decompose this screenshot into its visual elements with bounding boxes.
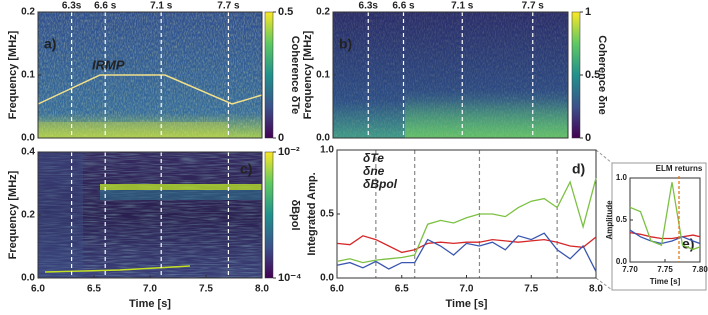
y-tick-label: 0.0 [21, 133, 35, 144]
inset-frame [611, 162, 707, 291]
x-tick-label: 7.5 [524, 284, 538, 295]
x-tick-label: 6.5 [87, 284, 101, 295]
x-tick-label: 6.0 [31, 284, 45, 295]
time-marker-label: 7.7 s [522, 1, 545, 12]
colorbar-tick-label: 0 [585, 132, 591, 144]
panel-label: b) [339, 36, 352, 52]
colorbar [264, 151, 274, 279]
panel-label: d) [572, 161, 585, 177]
x-tick-label: 6.5 [395, 284, 409, 295]
legend-entry: δne [363, 164, 385, 178]
x-axis-label: Time [s] [446, 298, 488, 310]
x-tick-label: 7.80 [692, 265, 708, 274]
legend-entry: δBpol [363, 177, 398, 191]
x-tick-label: 7.5 [199, 284, 213, 295]
zoom-connector [595, 149, 613, 164]
colorbar [571, 11, 581, 139]
x-tick-label: 8.0 [589, 284, 603, 295]
colorbar-tick-label: 0.5 [585, 69, 600, 81]
x-tick-label: 7.0 [143, 284, 157, 295]
colorbar [264, 11, 274, 139]
y-axis-label: Integrated Amp. [306, 172, 318, 255]
x-tick-label: 7.0 [460, 284, 474, 295]
x-tick-label: 7.70 [622, 265, 638, 274]
series-line [629, 182, 701, 251]
series-line [629, 229, 701, 245]
y-tick-label: 0.4 [21, 147, 35, 158]
y-tick-label: 0.5 [616, 215, 628, 224]
y-tick-label: 1.0 [320, 145, 334, 156]
series-line [336, 232, 597, 272]
series-line [629, 231, 701, 240]
y-axis-label: Frequency [MHz] [7, 30, 19, 119]
y-axis-label: Frequency [MHz] [7, 170, 19, 259]
spectrogram-b [333, 12, 568, 138]
x-tick-label: 8.0 [255, 284, 269, 295]
colorbar-tick-label: 1 [585, 6, 591, 18]
time-marker-label: 6.3s [62, 1, 82, 12]
series-line [336, 178, 597, 264]
time-marker-label: 7.1 s [451, 1, 474, 12]
y-tick-label: 0.2 [21, 210, 35, 221]
y-axis-label: Amplitude [605, 200, 614, 240]
spectrogram-a [37, 12, 263, 138]
time-marker-label: 6.3s [359, 1, 379, 12]
y-tick-label: 0.5 [320, 209, 334, 220]
time-marker-label: 7.7 s [217, 1, 240, 12]
y-axis-label: Frequency [MHz] [302, 30, 314, 119]
colorbar-label: Coherence δTe [289, 36, 301, 115]
annotation-label: ELM returns [656, 164, 703, 173]
colorbar-label: Coherence δne [596, 35, 608, 114]
colorbar-label: δBpol [289, 199, 301, 230]
spectrogram-c [38, 152, 262, 278]
y-tick-label: 0.0 [616, 257, 628, 266]
time-marker-label: 6.6 s [94, 1, 117, 12]
x-axis-label: Time [s] [129, 298, 171, 310]
y-tick-label: 0.2 [21, 7, 35, 18]
colorbar-tick-label: 10⁻⁴ [278, 272, 301, 284]
x-axis-label: Time [s] [650, 277, 681, 286]
y-tick-label: 0.2 [316, 7, 330, 18]
panel-label: a) [44, 36, 56, 52]
y-tick-label: 0.1 [21, 70, 35, 81]
panel-label: c) [240, 161, 252, 177]
y-tick-label: 0.0 [320, 273, 334, 284]
colorbar-tick-label: 0 [278, 132, 284, 144]
zoom-connector [595, 277, 613, 291]
x-tick-label: 6.0 [330, 284, 344, 295]
y-tick-label: 0.0 [316, 133, 330, 144]
y-tick-label: 0.1 [316, 70, 330, 81]
time-marker-label: 7.1 s [150, 1, 173, 12]
annotation: IRMP [92, 57, 125, 72]
y-tick-label: 0.0 [21, 273, 35, 284]
legend-entry: δTe [363, 151, 384, 165]
series-line [336, 235, 597, 254]
time-marker-label: 6.6 s [392, 1, 415, 12]
colorbar-tick-label: 10⁻² [278, 146, 300, 158]
colorbar-tick-label: 0.5 [278, 6, 293, 18]
y-tick-label: 1.0 [616, 173, 628, 182]
x-tick-label: 7.75 [657, 265, 673, 274]
